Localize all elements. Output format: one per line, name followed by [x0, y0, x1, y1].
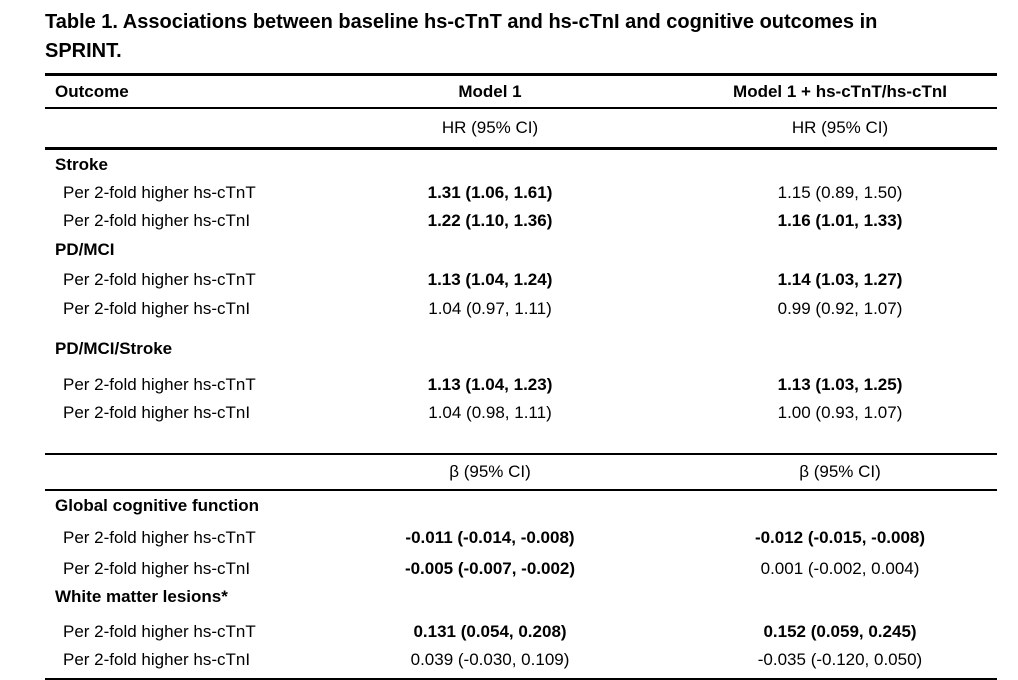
- model1-value: 1.04 (0.98, 1.11): [428, 403, 552, 422]
- beta-section: Global cognitive function Per 2-fold hig…: [45, 491, 997, 680]
- column-header-outcome: Outcome: [55, 81, 129, 101]
- model1-plus-value: 0.99 (0.92, 1.07): [777, 299, 903, 318]
- model1-plus-value: 1.14 (1.03, 1.27): [777, 270, 903, 289]
- beta-subheader-model1: β (95% CI): [449, 462, 531, 481]
- group-header-global-cognitive-function: Global cognitive function: [45, 491, 997, 520]
- model1-value: 1.31 (1.06, 1.61): [427, 183, 553, 202]
- model1-plus-value: 1.15 (0.89, 1.50): [777, 183, 903, 202]
- model1-plus-value: 0.152 (0.059, 0.245): [763, 622, 917, 641]
- model1-plus-value: -0.012 (-0.015, -0.008): [754, 528, 926, 547]
- group-header-white-matter-lesions: White matter lesions*: [45, 583, 997, 611]
- column-header-model1: Model 1: [458, 81, 522, 101]
- beta-subheader-model1-plus: β (95% CI): [799, 462, 881, 481]
- table-row: Per 2-fold higher hs-cTnT 1.13 (1.04, 1.…: [45, 371, 997, 399]
- table-row: Per 2-fold higher hs-cTnI 1.22 (1.10, 1.…: [45, 207, 997, 235]
- column-header-model1-plus: Model 1 + hs-cTnT/hs-cTnI: [733, 81, 947, 101]
- column-header-row: Outcome Model 1 Model 1 + hs-cTnT/hs-cTn…: [45, 73, 997, 107]
- hr-subheader-row: HR (95% CI) HR (95% CI): [45, 107, 997, 150]
- model1-plus-value: 1.00 (0.93, 1.07): [777, 403, 903, 422]
- model1-plus-value: 0.001 (-0.002, 0.004): [760, 559, 920, 578]
- group-header-pd-mci: PD/MCI: [45, 235, 997, 265]
- group-header-stroke: Stroke: [45, 150, 997, 179]
- row-label: Per 2-fold higher hs-cTnI: [63, 299, 251, 318]
- model1-plus-value: -0.035 (-0.120, 0.050): [757, 650, 923, 669]
- group-header-label: PD/MCI: [55, 240, 115, 259]
- row-label: Per 2-fold higher hs-cTnT: [63, 270, 256, 289]
- hr-subheader-model1-plus: HR (95% CI): [791, 118, 889, 137]
- model1-value: 1.22 (1.10, 1.36): [427, 211, 553, 230]
- model1-plus-value: 1.16 (1.01, 1.33): [777, 211, 903, 230]
- model1-value: 1.04 (0.97, 1.11): [428, 299, 552, 318]
- table-1: Table 1. Associations between baseline h…: [45, 0, 997, 680]
- table-row: Per 2-fold higher hs-cTnI 0.039 (-0.030,…: [45, 646, 997, 674]
- model1-value: 1.13 (1.04, 1.23): [427, 375, 553, 394]
- beta-subheader-row: β (95% CI) β (95% CI): [45, 453, 997, 491]
- row-label: Per 2-fold higher hs-cTnT: [63, 375, 256, 394]
- table-row: Per 2-fold higher hs-cTnT 1.31 (1.06, 1.…: [45, 179, 997, 207]
- row-label: Per 2-fold higher hs-cTnI: [63, 211, 251, 230]
- group-header-pd-mci-stroke: PD/MCI/Stroke: [45, 335, 997, 363]
- group-header-label: Global cognitive function: [55, 495, 259, 515]
- row-label: Per 2-fold higher hs-cTnT: [63, 622, 256, 641]
- group-header-label: White matter lesions*: [55, 587, 228, 606]
- hr-subheader-model1: HR (95% CI): [441, 118, 539, 137]
- table-row: Per 2-fold higher hs-cTnT -0.011 (-0.014…: [45, 524, 997, 552]
- table-row: Per 2-fold higher hs-cTnI -0.005 (-0.007…: [45, 555, 997, 583]
- model1-value: -0.005 (-0.007, -0.002): [404, 559, 576, 578]
- model1-plus-value: 1.13 (1.03, 1.25): [777, 375, 903, 394]
- group-header-label: Stroke: [55, 154, 108, 174]
- table-row: Per 2-fold higher hs-cTnT 0.131 (0.054, …: [45, 618, 997, 646]
- table-row: Per 2-fold higher hs-cTnI 1.04 (0.98, 1.…: [45, 399, 997, 427]
- row-label: Per 2-fold higher hs-cTnT: [63, 528, 256, 547]
- table-title: Table 1. Associations between baseline h…: [45, 11, 878, 62]
- model1-value: 1.13 (1.04, 1.24): [427, 270, 553, 289]
- hr-section: Stroke Per 2-fold higher hs-cTnT 1.31 (1…: [45, 150, 997, 453]
- row-label: Per 2-fold higher hs-cTnT: [63, 183, 256, 202]
- row-label: Per 2-fold higher hs-cTnI: [63, 650, 251, 669]
- model1-value: -0.011 (-0.014, -0.008): [405, 528, 575, 547]
- row-label: Per 2-fold higher hs-cTnI: [63, 559, 251, 578]
- table-row: Per 2-fold higher hs-cTnI 1.04 (0.97, 1.…: [45, 295, 997, 323]
- table-row: Per 2-fold higher hs-cTnT 1.13 (1.04, 1.…: [45, 265, 997, 295]
- model1-value: 0.131 (0.054, 0.208): [413, 622, 567, 641]
- model1-value: 0.039 (-0.030, 0.109): [410, 650, 570, 669]
- row-label: Per 2-fold higher hs-cTnI: [63, 403, 251, 422]
- group-header-label: PD/MCI/Stroke: [55, 339, 173, 358]
